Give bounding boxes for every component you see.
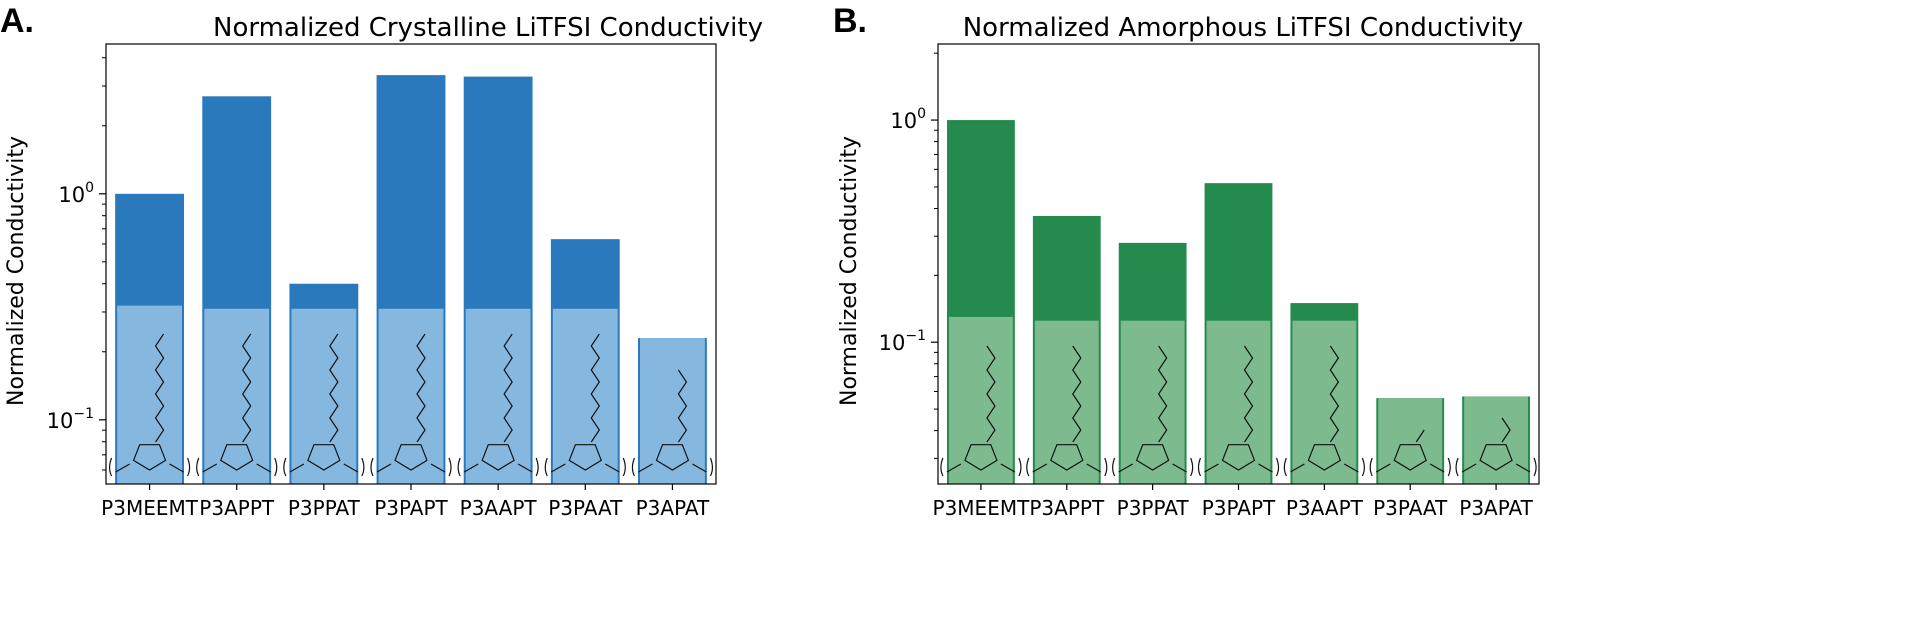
panel-b-ticks: 10−1 100 xyxy=(879,52,938,459)
category-label-p3meemt: P3MEEMT xyxy=(101,496,199,520)
category-label-p3papt: P3PAPT xyxy=(1202,496,1276,520)
panel-b-bars xyxy=(940,120,1537,485)
panel-a-category-labels: P3MEEMT P3APPT P3PPAT P3PAPT P3AAPT P3PAAT P3A… xyxy=(101,484,710,520)
panel-b-title: Normalized Amorphous LiTFSI Conductivity xyxy=(963,13,1524,43)
y-tick-label: 10−1 xyxy=(879,328,926,355)
bar-p3aapt-structure-sketch xyxy=(1283,345,1365,477)
bar-p3ppat-structure-sketch xyxy=(283,333,365,477)
bar-p3appt-structure-sketch xyxy=(1026,345,1108,477)
bar-p3appt-structure-overlay xyxy=(204,308,270,484)
bar-p3apat-structure-overlay xyxy=(640,338,705,484)
bar-p3apat-structure-sketch xyxy=(631,369,714,477)
category-label-p3paat: P3PAAT xyxy=(548,496,623,520)
category-label-p3aapt: P3AAPT xyxy=(460,496,538,520)
panel-a: A. Normalized Crystalline LiTFSI Conduct… xyxy=(0,2,763,520)
category-label-p3papt: P3PAPT xyxy=(374,496,448,520)
bar-p3appt-structure-sketch xyxy=(196,333,278,477)
bar-p3papt-structure-sketch xyxy=(370,333,452,477)
category-label-p3paat: P3PAAT xyxy=(1373,496,1448,520)
panel-a-plot-frame xyxy=(105,43,717,485)
category-label-p3meemt: P3MEEMT xyxy=(933,496,1031,520)
bar-p3apat-structure-overlay xyxy=(1464,396,1528,484)
panel-a-title: Normalized Crystalline LiTFSI Conductivi… xyxy=(213,13,763,43)
bar-p3paat-structure-overlay xyxy=(552,308,618,484)
bar-p3ppat-structure-overlay xyxy=(1120,320,1185,484)
bar-p3meemt-structure-sketch xyxy=(940,345,1022,477)
bar-p3papt-structure-sketch xyxy=(1197,345,1280,477)
panel-b-ylabel: Normalized Conductivity xyxy=(837,136,862,406)
panel-a-bars xyxy=(108,75,714,485)
category-label-p3aapt: P3AAPT xyxy=(1286,496,1364,520)
category-label-p3ppat: P3PPAT xyxy=(1117,496,1190,520)
panel-b-label: B. xyxy=(833,2,867,40)
bar-p3apat-structure-sketch xyxy=(1455,417,1537,477)
panel-b: B. Normalized Amorphous LiTFSI Conductiv… xyxy=(833,2,1540,520)
panel-a-label: A. xyxy=(0,2,34,40)
panel-b-plot-frame xyxy=(937,43,1540,485)
panel-b-category-labels: P3MEEMT P3APPT P3PPAT P3PAPT P3AAPT P3PAAT P3A… xyxy=(933,484,1534,520)
bar-p3paat-structure-sketch xyxy=(544,333,626,477)
bar-p3meemt-structure-overlay xyxy=(949,316,1013,484)
bar-p3appt-structure-overlay xyxy=(1034,320,1099,484)
y-tick-label: 100 xyxy=(58,180,94,207)
y-tick-label: 100 xyxy=(890,106,926,133)
panel-a-ticks: 10−1 100 xyxy=(47,57,106,471)
category-label-p3appt: P3APPT xyxy=(1029,496,1105,520)
category-label-p3apat: P3APAT xyxy=(1459,496,1533,520)
category-label-p3ppat: P3PPAT xyxy=(288,496,361,520)
bar-p3ppat-structure-overlay xyxy=(291,308,357,484)
bar-p3papt-structure-overlay xyxy=(1206,320,1271,484)
bar-p3aapt-structure-overlay xyxy=(1292,320,1357,484)
y-tick-label: 10−1 xyxy=(47,406,94,433)
bar-p3ppat-structure-sketch xyxy=(1112,345,1194,477)
bar-p3paat-structure-sketch xyxy=(1369,429,1451,477)
bar-p3aapt-structure-overlay xyxy=(465,308,531,484)
bar-p3meemt-structure-sketch xyxy=(108,333,191,477)
bar-p3aapt-structure-sketch xyxy=(457,333,539,477)
category-label-p3apat: P3APAT xyxy=(636,496,710,520)
bar-p3meemt-structure-overlay xyxy=(117,305,182,484)
category-label-p3appt: P3APPT xyxy=(199,496,275,520)
bar-p3paat-structure-overlay xyxy=(1378,398,1443,484)
panel-a-ylabel: Normalized Conductivity xyxy=(4,136,29,406)
bar-p3papt-structure-overlay xyxy=(378,308,444,484)
